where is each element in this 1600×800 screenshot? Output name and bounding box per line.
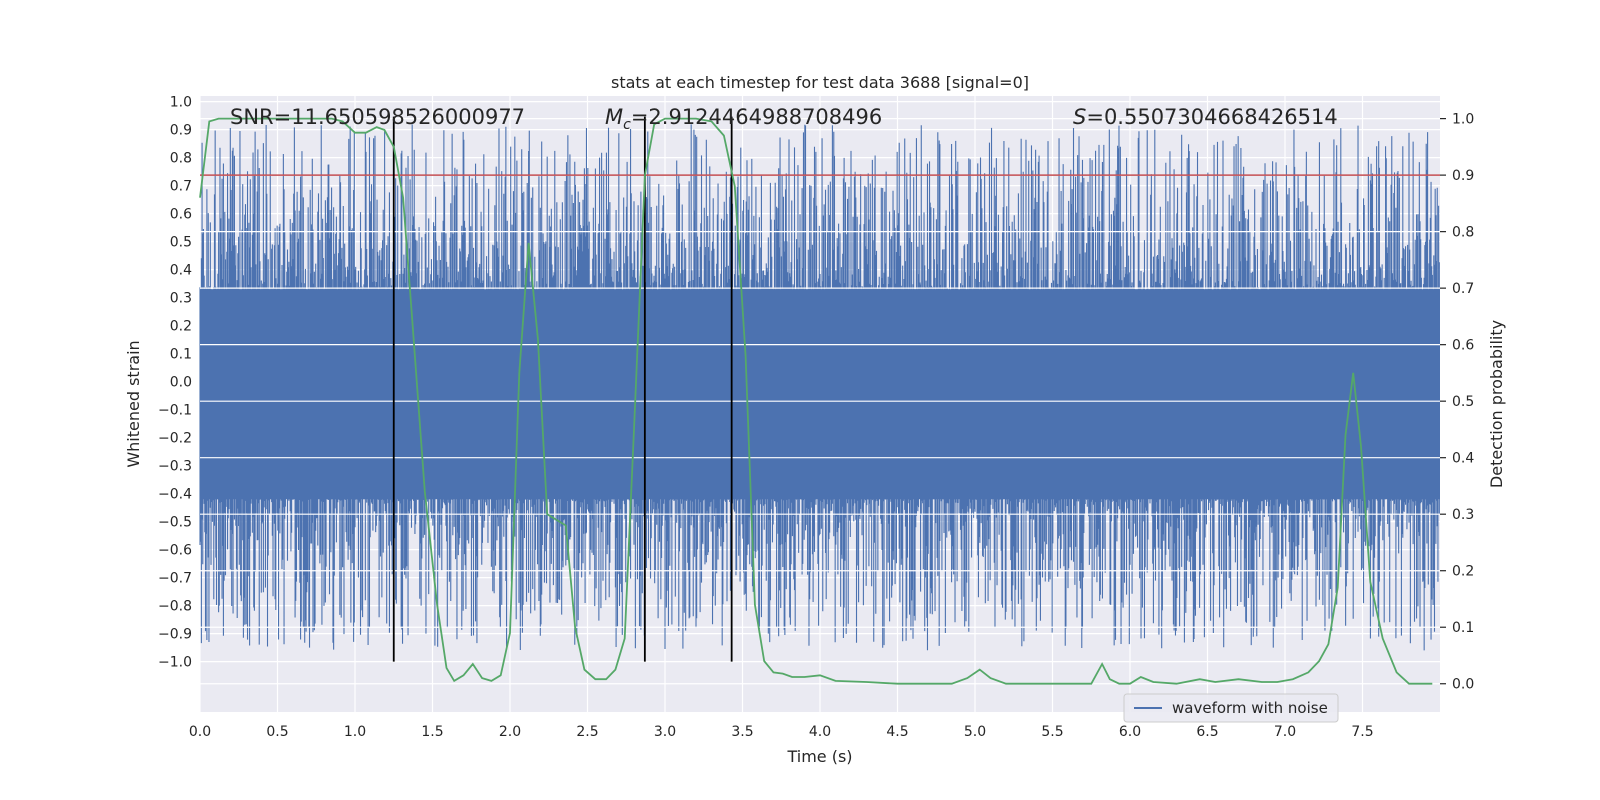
x-tick-label: 2.0 (499, 724, 521, 740)
x-tick-label: 1.5 (421, 724, 443, 740)
y-tick-label: −0.6 (158, 543, 192, 559)
y-tick-labels: −1.0 −0.9 −0.8 −0.7 −0.6 −0.5 −0.4 −0.3 −0.2 −0.1… (158, 95, 192, 671)
right-y-axis-label: Detection probability (1487, 320, 1506, 488)
detection-probability-line (199, 117, 1433, 685)
x-tick-label: 6.0 (1119, 724, 1141, 740)
y-tick-label: 0.8 (170, 151, 192, 167)
x-tick-label: 2.5 (576, 724, 598, 740)
right-y-tick-labels: 0.0 0.1 0.2 0.3 0.4 0.5 0.6 0.7 0.8 0.9 1.0 (1440, 112, 1474, 693)
x-tick-label: 0.0 (189, 724, 211, 740)
right-y-tick-label: 0.4 (1452, 451, 1474, 467)
x-tick-label: 5.0 (964, 724, 986, 740)
y-tick-label: −0.4 (158, 487, 192, 503)
right-y-tick-label: 0.9 (1452, 168, 1474, 184)
y-tick-label: −1.0 (158, 655, 192, 671)
y-axis-label: Whitened strain (124, 340, 143, 467)
right-y-tick-label: 0.7 (1452, 281, 1474, 297)
y-tick-label: −0.2 (158, 431, 192, 447)
mc-subscript: c (623, 117, 631, 133)
y-tick-label: 0.5 (170, 235, 192, 251)
y-tick-label: −0.3 (158, 459, 192, 475)
x-tick-label: 7.0 (1274, 724, 1296, 740)
y-tick-label: 0.0 (170, 375, 192, 391)
right-y-tick-label: 0.1 (1452, 620, 1474, 636)
y-tick-label: 0.2 (170, 319, 192, 335)
x-tick-label: 1.0 (344, 724, 366, 740)
y-tick-label: −0.1 (158, 403, 192, 419)
mc-symbol: M (605, 105, 623, 129)
y-tick-label: 0.3 (170, 291, 192, 307)
legend-label-waveform: waveform with noise (1172, 699, 1328, 717)
right-y-tick-label: 0.2 (1452, 564, 1474, 580)
legend: waveform with noise (1123, 693, 1339, 723)
x-axis-label: Time (s) (786, 747, 852, 766)
x-tick-label: 0.5 (266, 724, 288, 740)
x-tick-label: 6.5 (1196, 724, 1218, 740)
right-y-tick-label: 1.0 (1452, 112, 1474, 128)
x-tick-label: 4.5 (886, 724, 908, 740)
x-tick-label: 3.5 (731, 724, 753, 740)
snr-annotation: SNR=11.650598526000977 (230, 105, 525, 129)
x-tick-label: 5.5 (1041, 724, 1063, 740)
chart-title: stats at each timestep for test data 368… (611, 73, 1029, 92)
x-tick-label: 7.5 (1351, 724, 1373, 740)
right-y-tick-label: 0.0 (1452, 677, 1474, 693)
s-annotation: S=0.5507304668426514 (1073, 105, 1338, 129)
y-tick-label: 0.9 (170, 123, 192, 139)
y-tick-label: 0.6 (170, 207, 192, 223)
x-tick-label: 3.0 (654, 724, 676, 740)
y-tick-label: −0.5 (158, 515, 192, 531)
waveform-core (200, 289, 1440, 500)
x-tick-label: 4.0 (809, 724, 831, 740)
y-tick-label: 0.4 (170, 263, 192, 279)
s-symbol: S (1073, 105, 1086, 129)
y-tick-label: −0.8 (158, 599, 192, 615)
right-y-tick-label: 0.5 (1452, 394, 1474, 410)
right-y-tick-label: 0.3 (1452, 507, 1474, 523)
legend-box (1123, 693, 1339, 723)
waveform-series (199, 124, 1440, 651)
y-tick-label: 0.7 (170, 179, 192, 195)
marker-vlines (392, 116, 733, 662)
mc-value: =2.9124464988708496 (631, 105, 882, 129)
y-tick-label: 0.1 (170, 347, 192, 363)
y-tick-label: 1.0 (170, 95, 192, 111)
chirp-mass-annotation: Mc=2.9124464988708496 (605, 105, 882, 133)
x-tick-labels: 0.0 0.5 1.0 1.5 2.0 2.5 3.0 3.5 4.0 4.5 5.0 5.5 6.0 6… (189, 724, 1374, 740)
right-y-tick-label: 0.6 (1452, 338, 1474, 354)
y-tick-label: −0.9 (158, 627, 192, 643)
y-tick-label: −0.7 (158, 571, 192, 587)
s-value: =0.5507304668426514 (1086, 105, 1337, 129)
right-y-tick-label: 0.8 (1452, 225, 1474, 241)
